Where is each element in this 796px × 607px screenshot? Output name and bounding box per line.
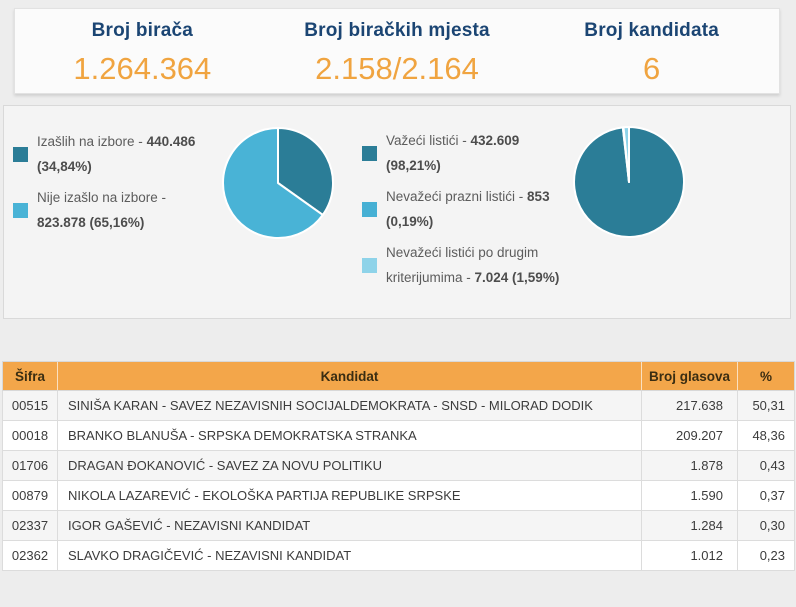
candidate-percent: 48,36 bbox=[737, 420, 795, 451]
results-table-header: Šifra Kandidat Broj glasova % bbox=[2, 361, 795, 391]
header-percent: % bbox=[737, 361, 795, 391]
candidate-name: SLAVKO DRAGIČEVIĆ - NEZAVISNI KANDIDAT bbox=[57, 540, 642, 571]
legend-item: Važeći listići - 432.609 (98,21%) bbox=[362, 128, 562, 178]
charts-panel: Izašlih na izbore - 440.486 (34,84%) Nij… bbox=[3, 105, 791, 319]
candidate-percent: 50,31 bbox=[737, 390, 795, 421]
legend-item: Nevažeći prazni listići - 853 (0,19%) bbox=[362, 184, 562, 234]
legend-item: Izašlih na izbore - 440.486 (34,84%) bbox=[13, 129, 199, 179]
candidate-name: NIKOLA LAZAREVIĆ - EKOLOŠKA PARTIJA REPU… bbox=[57, 480, 642, 511]
invalid-blank-ballots-label: Nevažeći prazni listići - 853 (0,19%) bbox=[386, 184, 562, 234]
candidate-name: SINIŠA KARAN - SAVEZ NEZAVISNIH SOCIJALD… bbox=[57, 390, 642, 421]
candidate-code: 02337 bbox=[2, 510, 58, 541]
candidate-percent: 0,37 bbox=[737, 480, 795, 511]
candidate-code: 00018 bbox=[2, 420, 58, 451]
legend-label-value: 440.486 (34,84%) bbox=[37, 134, 196, 174]
legend-label-value: 853 (0,19%) bbox=[386, 189, 550, 229]
legend-label-text: Izašlih na izbore - bbox=[37, 134, 147, 149]
invalid-other-ballots-label: Nevažeći listići po drugim kriterijumima… bbox=[386, 240, 562, 290]
valid-ballots-marker bbox=[362, 145, 377, 161]
table-header-row: Šifra Kandidat Broj glasova % bbox=[2, 361, 795, 391]
invalid-blank-ballots-marker bbox=[362, 201, 377, 217]
table-row: 00879 NIKOLA LAZAREVIĆ - EKOLOŠKA PARTIJ… bbox=[2, 480, 795, 511]
table-row: 00515 SINIŠA KARAN - SAVEZ NEZAVISNIH SO… bbox=[2, 390, 795, 421]
candidate-percent: 0,30 bbox=[737, 510, 795, 541]
header-votes: Broj glasova bbox=[641, 361, 738, 391]
legend-label-value: 823.878 (65,16%) bbox=[37, 215, 145, 230]
results-table: Šifra Kandidat Broj glasova % 00515 SINI… bbox=[2, 361, 795, 571]
table-row: 02337 IGOR GAŠEVIĆ - NEZAVISNI KANDIDAT … bbox=[2, 510, 795, 541]
turnout-not-voted-label: Nije izašlo na izbore - 823.878 (65,16%) bbox=[37, 185, 199, 235]
stat-candidates-label: Broj kandidata bbox=[584, 20, 720, 41]
valid-ballots-label: Važeći listići - 432.609 (98,21%) bbox=[386, 128, 562, 178]
header-candidate: Kandidat bbox=[57, 361, 642, 391]
stat-voters-value: 1.264.364 bbox=[73, 51, 212, 86]
legend-label-text: Nije izašlo na izbore - bbox=[37, 190, 167, 205]
turnout-legend: Izašlih na izbore - 440.486 (34,84%) Nij… bbox=[13, 129, 199, 241]
stat-candidates-value: 6 bbox=[643, 51, 661, 86]
candidate-votes: 1.012 bbox=[641, 540, 738, 571]
legend-label-text: Nevažeći prazni listići - bbox=[386, 189, 528, 204]
turnout-not-voted-marker bbox=[13, 202, 28, 218]
candidate-votes: 1.284 bbox=[641, 510, 738, 541]
stat-polling-stations-label: Broj biračkih mjesta bbox=[304, 20, 490, 41]
stat-voters-label: Broj birača bbox=[91, 20, 194, 41]
stat-polling-stations-value: 2.158/2.164 bbox=[315, 51, 479, 86]
candidate-code: 02362 bbox=[2, 540, 58, 571]
candidate-percent: 0,23 bbox=[737, 540, 795, 571]
ballots-legend: Važeći listići - 432.609 (98,21%) Nevaže… bbox=[362, 128, 562, 296]
turnout-voted-marker bbox=[13, 146, 28, 162]
ballots-pie-chart bbox=[573, 126, 686, 238]
table-row: 01706 DRAGAN ĐOKANOVIĆ - SAVEZ ZA NOVU P… bbox=[2, 450, 795, 481]
candidate-votes: 1.878 bbox=[641, 450, 738, 481]
legend-label-text: Važeći listići - bbox=[386, 133, 471, 148]
summary-stats-panel: Broj birača 1.264.364 Broj biračkih mjes… bbox=[14, 8, 780, 94]
stat-polling-stations: Broj biračkih mjesta 2.158/2.164 bbox=[270, 9, 525, 93]
legend-label-value: 7.024 (1,59%) bbox=[474, 270, 560, 285]
candidate-votes: 1.590 bbox=[641, 480, 738, 511]
legend-item: Nije izašlo na izbore - 823.878 (65,16%) bbox=[13, 185, 199, 235]
legend-item: Nevažeći listići po drugim kriterijumima… bbox=[362, 240, 562, 290]
table-row: 02362 SLAVKO DRAGIČEVIĆ - NEZAVISNI KAND… bbox=[2, 540, 795, 571]
invalid-other-ballots-marker bbox=[362, 257, 377, 273]
candidate-votes: 217.638 bbox=[641, 390, 738, 421]
candidate-name: DRAGAN ĐOKANOVIĆ - SAVEZ ZA NOVU POLITIK… bbox=[57, 450, 642, 481]
legend-label-text: Nevažeći listići po drugim kriterijumima… bbox=[386, 245, 539, 285]
candidate-votes: 209.207 bbox=[641, 420, 738, 451]
table-row: 00018 BRANKO BLANUŠA - SRPSKA DEMOKRATSK… bbox=[2, 420, 795, 451]
candidate-code: 01706 bbox=[2, 450, 58, 481]
turnout-voted-label: Izašlih na izbore - 440.486 (34,84%) bbox=[37, 129, 199, 179]
candidate-name: BRANKO BLANUŠA - SRPSKA DEMOKRATSKA STRA… bbox=[57, 420, 642, 451]
stat-voters: Broj birača 1.264.364 bbox=[15, 9, 270, 93]
header-code: Šifra bbox=[2, 361, 58, 391]
candidate-code: 00879 bbox=[2, 480, 58, 511]
stat-candidates: Broj kandidata 6 bbox=[524, 9, 779, 93]
candidate-code: 00515 bbox=[2, 390, 58, 421]
turnout-pie-chart bbox=[222, 127, 334, 239]
candidate-percent: 0,43 bbox=[737, 450, 795, 481]
candidate-name: IGOR GAŠEVIĆ - NEZAVISNI KANDIDAT bbox=[57, 510, 642, 541]
legend-label-value: 432.609 (98,21%) bbox=[386, 133, 520, 173]
